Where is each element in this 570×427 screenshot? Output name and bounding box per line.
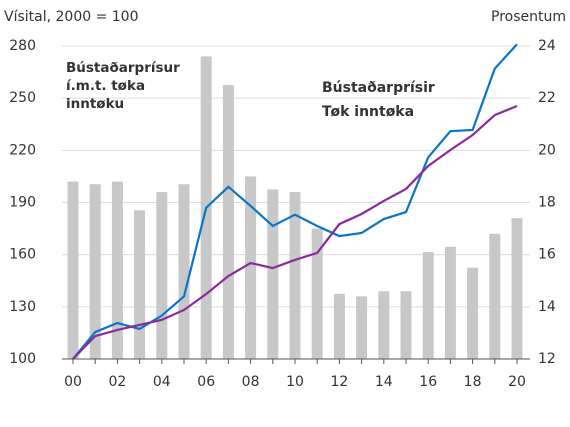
line-clip <box>72 43 518 360</box>
x-tick-label: 16 <box>419 374 437 390</box>
x-tick-label: 00 <box>64 374 82 390</box>
bar <box>311 228 323 359</box>
y2-tick-label: 14 <box>538 299 556 315</box>
y2-tick-label: 20 <box>538 142 556 158</box>
x-tick-label: 18 <box>464 374 482 390</box>
y2-tick-label: 12 <box>538 351 556 367</box>
bar <box>467 267 479 359</box>
x-tick-label: 14 <box>375 374 393 390</box>
annotation: inntøku <box>66 96 124 112</box>
y-tick-label: 190 <box>9 195 36 211</box>
x-tick-label: 04 <box>153 374 171 390</box>
bar <box>267 189 279 359</box>
y-tick-label: 250 <box>9 90 36 106</box>
bar <box>111 181 123 359</box>
bar <box>134 210 146 359</box>
x-tick-label: 20 <box>508 374 526 390</box>
bar <box>444 246 456 359</box>
legend-label: Tøk inntøka <box>322 104 414 120</box>
line <box>72 43 518 360</box>
x-tick-label: 08 <box>242 374 260 390</box>
bar <box>89 184 101 359</box>
x-tick-label: 12 <box>330 374 348 390</box>
bar <box>245 176 257 359</box>
y-tick-label: 280 <box>9 38 36 54</box>
bar <box>356 296 368 359</box>
y-tick-label: 160 <box>9 247 36 263</box>
bar <box>222 85 234 359</box>
y2-tick-label: 18 <box>538 195 556 211</box>
bar <box>333 293 345 359</box>
bar <box>178 184 190 359</box>
bar <box>67 181 79 359</box>
annotation: Bústaðarprísur <box>66 60 180 76</box>
y2-tick-label: 24 <box>538 38 556 54</box>
x-tick-label: 06 <box>197 374 215 390</box>
bar <box>422 252 434 359</box>
bar <box>400 291 412 359</box>
y2-axis-label: Prosentum <box>491 9 566 25</box>
y-tick-label: 100 <box>9 351 36 367</box>
line-clip <box>72 104 518 360</box>
legend-label: Bústaðarprísir <box>322 80 435 96</box>
bar <box>156 192 168 359</box>
y-tick-label: 130 <box>9 299 36 315</box>
annotation: í.m.t. tøka <box>66 78 145 94</box>
bar <box>289 192 301 359</box>
bar <box>511 218 523 359</box>
y-axis-label: Vísital, 2000 = 100 <box>4 9 139 25</box>
bar <box>489 233 501 359</box>
x-tick-label: 02 <box>108 374 126 390</box>
y2-tick-label: 16 <box>538 247 556 263</box>
line <box>72 104 518 360</box>
y-tick-label: 220 <box>9 142 36 158</box>
x-tick-label: 10 <box>286 374 304 390</box>
bar <box>378 291 390 359</box>
y2-tick-label: 22 <box>538 90 556 106</box>
